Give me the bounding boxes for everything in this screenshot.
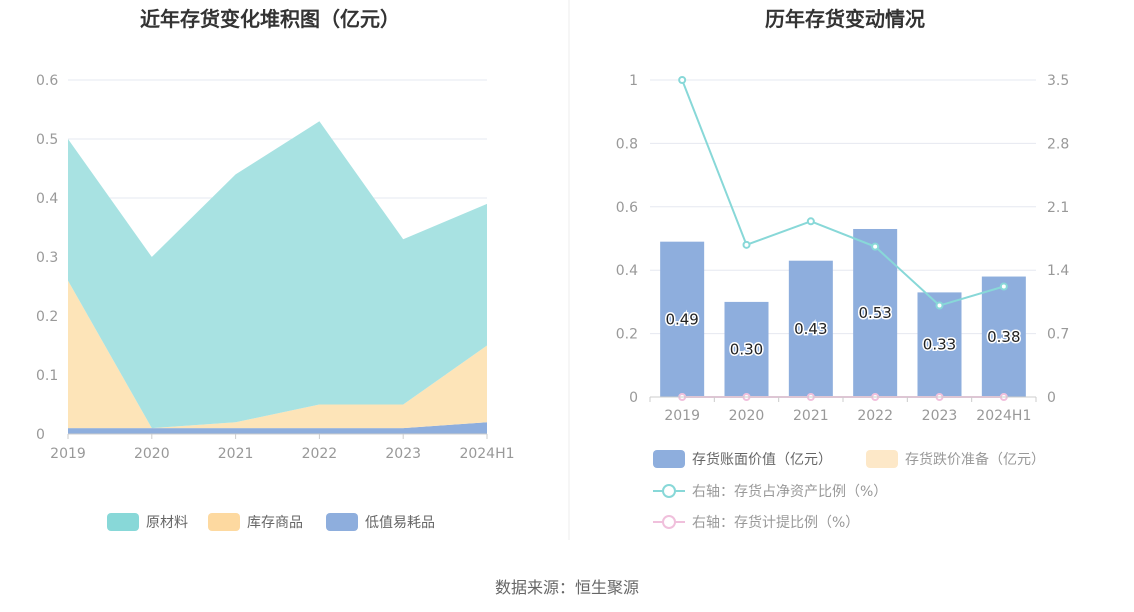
left-chart-title: 近年存货变化堆积图（亿元） [140,7,400,31]
legend-swatch-provision [866,450,898,468]
bar-data-label: 0.38 [987,328,1020,346]
left-y-tick-label: 0.1 [36,368,58,384]
right-x-tick-label: 2024H1 [976,408,1031,424]
line-point-2 [806,217,815,226]
left-y-tick-label: 0 [36,427,45,443]
right-y2-tick-label: 2.8 [1047,136,1069,152]
right-y2-tick-label: 0 [1047,390,1056,406]
right-y2-tick-label: 3.5 [1047,73,1069,89]
right-legend: 存货账面价值（亿元） 存货跌价准备（亿元） 右轴：存货占净资产比例（%） 右轴：存货计… [653,450,1045,531]
left-x-tick-label: 2024H1 [459,446,514,462]
legend-marker-net-asset-ratio [662,484,676,498]
left-legend: 原材料 库存商品 低值易耗品 [107,513,435,531]
legend-label-net-asset-ratio: 右轴：存货占净资产比例（%） [692,483,887,500]
right-y2-tick-label: 2.1 [1047,200,1069,216]
bar-inventory-book-value [788,260,833,397]
bar-data-label: 0.30 [730,340,763,358]
area-series-2 [68,121,487,429]
bar-data-label: 0.33 [923,336,956,354]
right-chart-title: 历年存货变动情况 [765,7,925,31]
line-point-2 [935,301,944,310]
bar-inventory-book-value [660,241,705,397]
left-x-tick-label: 2020 [134,446,170,462]
bar-inventory-book-value [853,228,898,397]
legend-swatch-1 [208,513,240,531]
left-y-tick-label: 0.4 [36,191,58,207]
legend-swatch-2 [326,513,358,531]
bar-inventory-book-value [724,301,769,397]
left-chart: 近年存货变化堆积图（亿元） 0 0.1 0.2 0.3 0.4 0.5 0.6 2019 202… [36,7,515,531]
left-y-tick-label: 0.5 [36,132,58,148]
left-y-tick-label: 0.2 [36,309,58,325]
legend-label-0: 原材料 [146,515,188,531]
bar-data-label: 0.49 [665,310,698,328]
right-y-tick-label: 0.4 [616,263,638,279]
legend-label-2: 低值易耗品 [365,515,435,531]
right-x-tick-label: 2023 [922,408,958,424]
bar-data-label: 0.43 [794,320,827,338]
right-y-tick-label: 0.2 [616,327,638,343]
left-area-layers [68,121,487,434]
right-bars: 0.49 0.30 0.43 0.53 0.33 0.38 [660,228,1026,397]
left-x-tick-label: 2022 [302,446,338,462]
left-x-tick-label: 2019 [50,446,86,462]
left-x-tick-label: 2021 [218,446,254,462]
left-x-tick-label: 2023 [385,446,421,462]
right-y2-tick-label: 1.4 [1047,263,1069,279]
legend-label-book-value: 存货账面价值（亿元） [692,451,832,468]
line-point-2 [999,282,1008,291]
right-y2-tick-label: 0.7 [1047,327,1069,343]
right-x-tick-label: 2019 [664,408,700,424]
right-gridlines [650,79,1036,398]
bar-inventory-book-value [981,276,1026,397]
legend-swatch-book-value [653,450,685,468]
right-y-tick-label: 0 [629,390,638,406]
legend-swatch-0 [107,513,139,531]
right-y-tick-label: 1 [629,73,638,89]
legend-label-1: 库存商品 [247,515,303,531]
left-axes: 0 0.1 0.2 0.3 0.4 0.5 0.6 2019 2020 2021 2022 2023 2… [36,73,515,462]
right-x-tick-label: 2022 [857,408,893,424]
right-y-tick-label: 0.8 [616,136,638,152]
left-y-tick-label: 0.3 [36,250,58,266]
line-series-2 [681,79,1005,307]
right-y-tick-label: 0.6 [616,200,638,216]
line-point-2 [871,242,880,251]
right-axes: 0 0.2 0.4 0.6 0.8 1 0 0.7 1.4 2.1 2.8 3.5 2019 2020 20… [616,73,1070,424]
bar-inventory-book-value [917,292,962,397]
right-x-tick-label: 2020 [729,408,765,424]
data-source-note: 数据来源：恒生聚源 [495,578,639,597]
line-point-2 [678,76,687,84]
right-chart: 历年存货变动情况 0.49 0.30 0.43 0.53 0.33 0.38 0 0.2 0.… [616,7,1070,531]
legend-marker-provision-ratio [662,515,676,529]
legend-label-provision-ratio: 右轴：存货计提比例（%） [692,514,859,531]
right-x-tick-label: 2021 [793,408,829,424]
legend-label-provision: 存货跌价准备（亿元） [905,451,1045,468]
line-point-2 [742,240,751,249]
bar-data-label: 0.53 [858,304,891,322]
left-y-tick-label: 0.6 [36,73,58,89]
area-series-1 [68,280,487,429]
